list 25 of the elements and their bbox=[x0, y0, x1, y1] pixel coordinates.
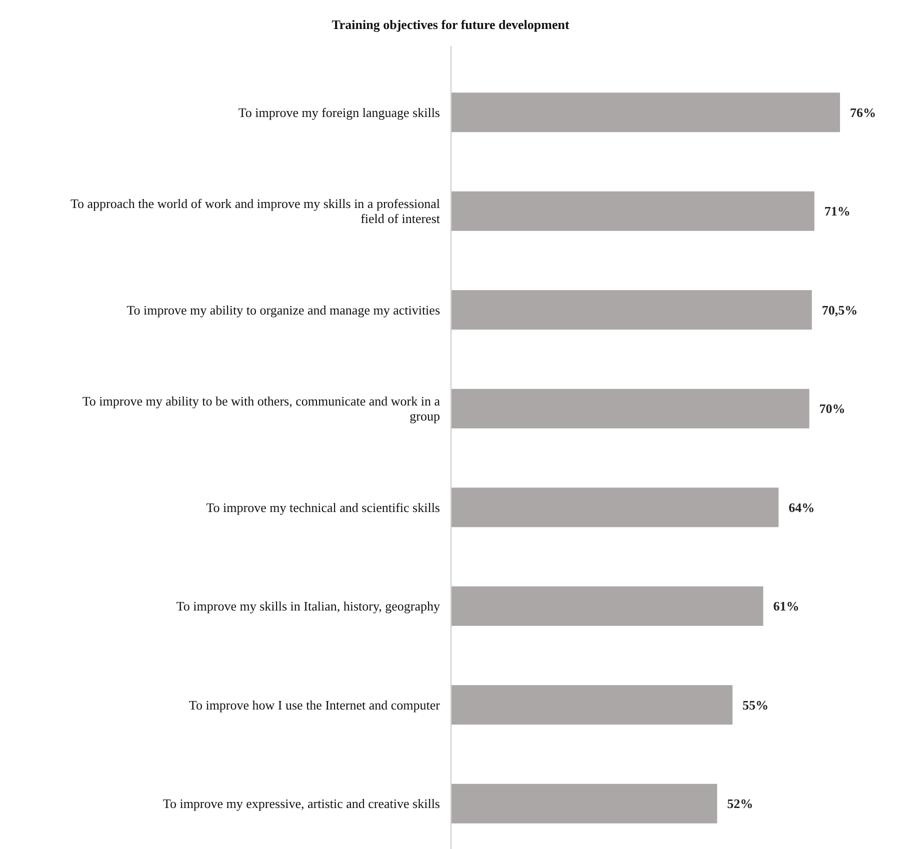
y-tick-label: To improve my expressive, artistic and creative skills bbox=[162, 796, 440, 812]
data-label: 76% bbox=[850, 104, 876, 120]
bar bbox=[451, 784, 718, 824]
data-label: 70,5% bbox=[822, 302, 858, 318]
bar bbox=[451, 586, 764, 626]
bar bbox=[451, 488, 779, 528]
y-tick-label: To improve how I use the Internet and computer bbox=[188, 697, 441, 712]
data-label: 52% bbox=[727, 796, 754, 812]
y-tick-label: To improve my foreign language skills bbox=[238, 104, 440, 120]
data-label: 70% bbox=[819, 401, 846, 416]
bar bbox=[451, 388, 810, 428]
data-label: 64% bbox=[788, 500, 815, 515]
bar bbox=[451, 92, 840, 132]
bar bbox=[451, 290, 812, 330]
data-label: 61% bbox=[773, 598, 800, 614]
y-tick-label: To approach the world of work and improve my skills in a professional field of interest bbox=[70, 196, 440, 226]
chart-title: Training objectives for future development bbox=[332, 17, 570, 32]
y-tick-label: To improve my ability to organize and manage my activities bbox=[126, 302, 440, 318]
data-label: 71% bbox=[824, 204, 850, 219]
y-tick-label: To improve my ability to be with others, communicate and work in a group bbox=[82, 394, 440, 424]
y-tick-label: To improve my technical and scientific skills bbox=[206, 500, 440, 515]
data-label: 55% bbox=[742, 697, 769, 712]
bar bbox=[451, 191, 814, 231]
y-tick-label: To improve my skills in Italian, history, geography bbox=[176, 598, 440, 614]
bar bbox=[451, 685, 733, 725]
